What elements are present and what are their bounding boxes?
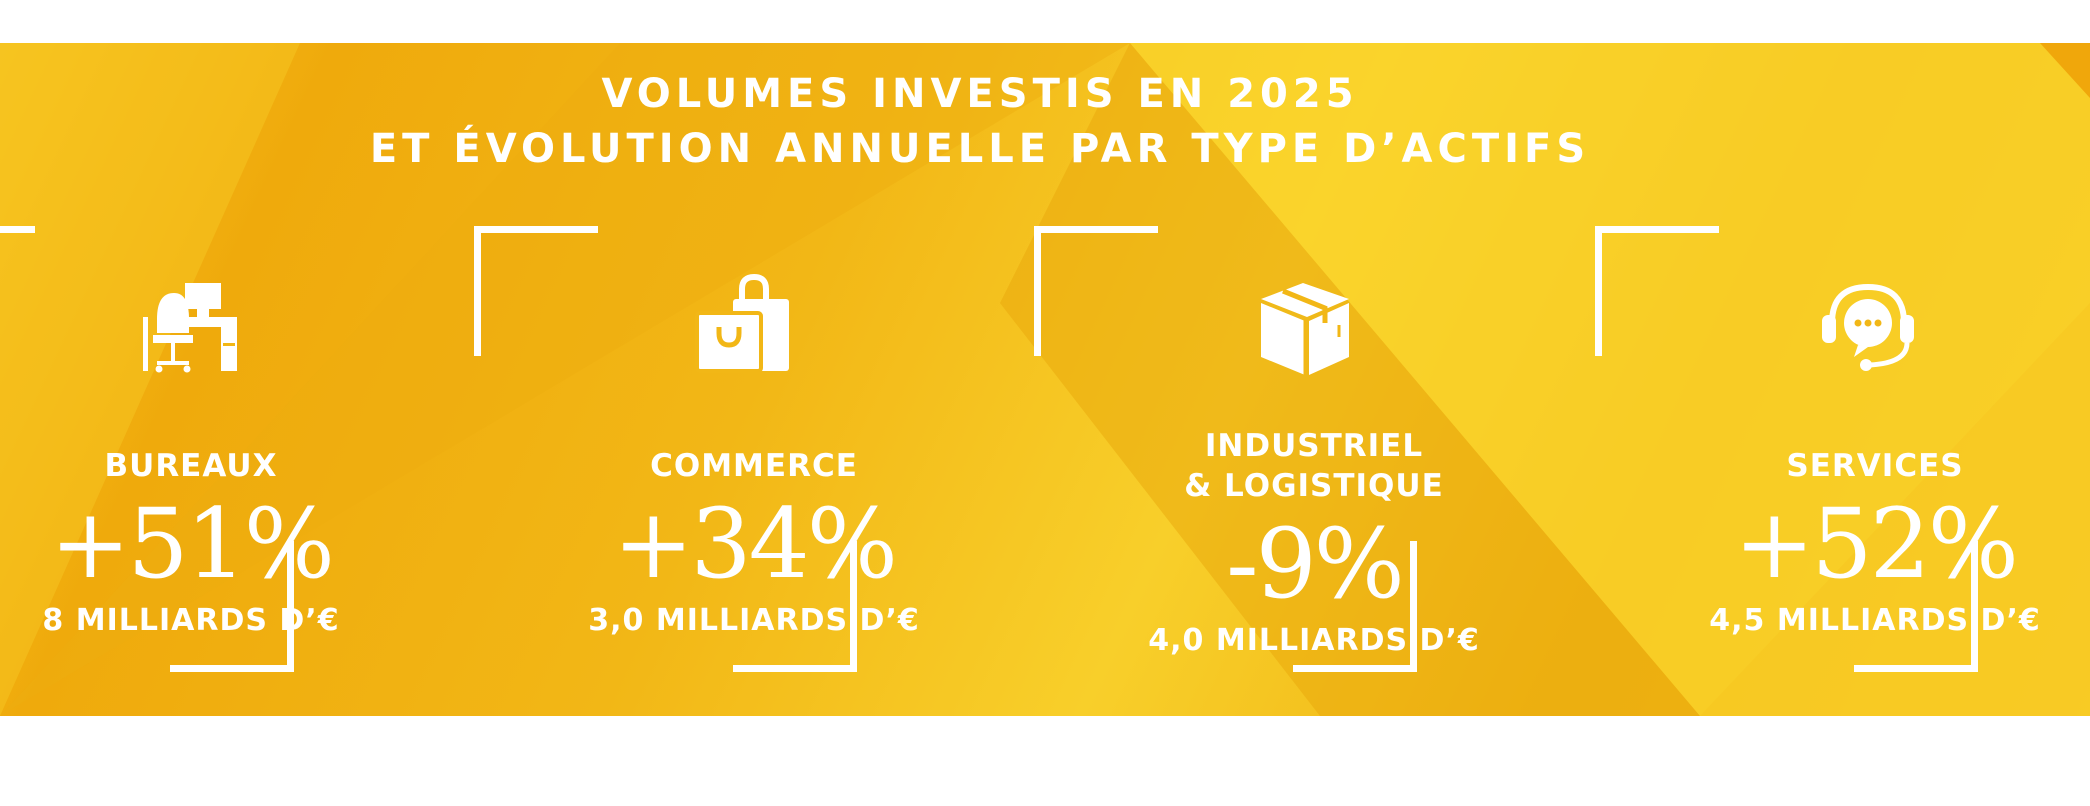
headset-chat-icon	[1808, 271, 1928, 381]
frame-corner-bottom-right	[733, 541, 857, 672]
frame-corner-top-left	[474, 226, 598, 356]
infographic-banner: VOLUMES INVESTIS EN 2025 ET ÉVOLUTION AN…	[0, 43, 2090, 716]
card-services: SERVICES +52% 4,5 MILLIARDS D’€	[1595, 226, 2090, 672]
package-box-icon	[1247, 271, 1367, 381]
background-shapes	[0, 43, 2090, 716]
frame-corner-top-left	[0, 226, 35, 356]
category-label-line-2: & LOGISTIQUE	[1184, 468, 1444, 504]
investment-amount: 4,0 MILLIARDS D’€	[1148, 623, 1480, 658]
office-desk-icon	[131, 271, 251, 381]
title-line-1: VOLUMES INVESTIS EN 2025	[601, 71, 1359, 117]
card-commerce: COMMERCE +34% 3,0 MILLIARDS D’€	[474, 226, 1034, 672]
card-bureaux: BUREAUX +51% 8 MILLIARDS D’€	[0, 226, 471, 672]
investment-amount: 8 MILLIARDS D’€	[42, 603, 340, 638]
frame-corner-top-left	[1034, 226, 1158, 356]
shopping-bag-icon	[687, 271, 807, 381]
change-value: +51%	[50, 488, 335, 600]
card-industriel-logistique: INDUSTRIEL & LOGISTIQUE -9% 4,0 MILLIARD…	[1034, 226, 1594, 672]
frame-corner-bottom-right	[1854, 541, 1978, 672]
title-line-2: ET ÉVOLUTION ANNUELLE PAR TYPE D’ACTIFS	[369, 126, 1591, 172]
frame-corner-top-left	[1595, 226, 1719, 356]
frame-corner-bottom-right	[170, 541, 294, 672]
investment-amount: 3,0 MILLIARDS D’€	[588, 603, 920, 638]
category-label-line-1: INDUSTRIEL	[1204, 428, 1424, 464]
category-label: SERVICES	[1786, 448, 1964, 484]
change-value: +34%	[613, 488, 898, 600]
investment-amount: 4,5 MILLIARDS D’€	[1709, 603, 2041, 638]
category-label: COMMERCE	[650, 448, 858, 484]
change-value: +52%	[1734, 488, 2019, 600]
change-value: -9%	[1226, 508, 1405, 620]
frame-corner-bottom-right	[1293, 541, 1417, 672]
category-label: BUREAUX	[104, 448, 278, 484]
